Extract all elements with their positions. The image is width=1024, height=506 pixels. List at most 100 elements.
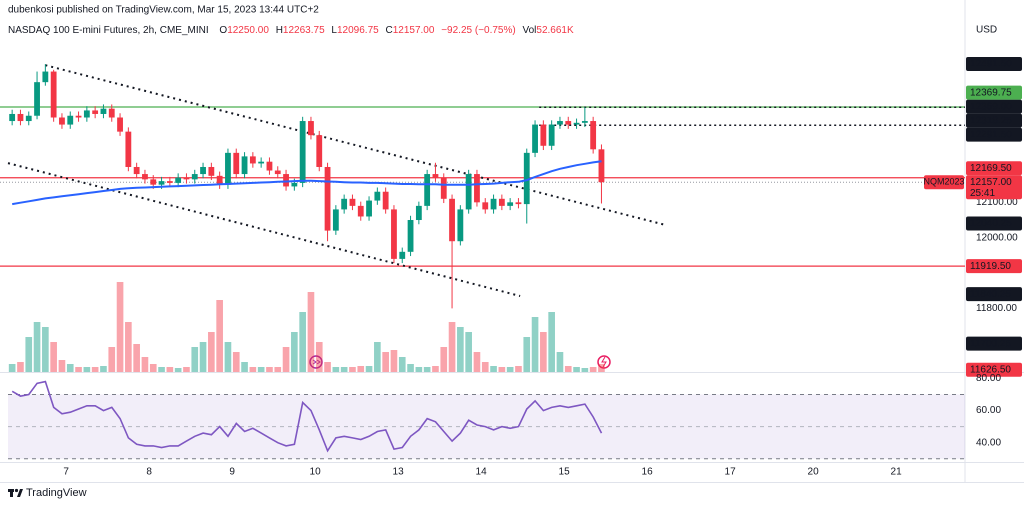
candle-body	[440, 177, 447, 199]
price-label-box	[966, 85, 1022, 100]
price-label: 11840.25	[970, 289, 1011, 300]
ohlc-value: 12263.75	[283, 25, 325, 36]
volume-bar	[307, 292, 315, 372]
volume-bar	[166, 367, 174, 372]
volume-bar	[91, 367, 99, 372]
volume-bar	[548, 312, 555, 372]
moving-average	[12, 160, 602, 206]
candle-body	[407, 220, 414, 252]
candle-body	[332, 209, 339, 231]
candle-body	[308, 121, 314, 136]
ohlc-key: L	[331, 25, 337, 36]
volume-bar	[183, 367, 190, 372]
published-line: dubenkosi published on TradingView.com, …	[8, 5, 319, 16]
volume-bar	[432, 366, 439, 372]
price-label-box	[966, 259, 1022, 274]
volume-bar	[365, 366, 373, 372]
countdown: 25:41	[970, 188, 995, 199]
volume-bar	[531, 317, 539, 372]
price-label: 12491.50	[970, 59, 1012, 70]
y-tick-label: 60.00	[976, 405, 1001, 416]
volume-bar	[415, 367, 423, 372]
ohlc-value: 12096.75	[337, 25, 379, 36]
x-tick-label: 14	[476, 467, 488, 478]
main-pane	[0, 64, 965, 309]
candle-body	[241, 156, 248, 175]
x-tick-label: 17	[725, 467, 737, 478]
price-label: 12369.00	[970, 101, 1012, 112]
candle-body	[490, 198, 497, 210]
candle-body	[449, 198, 455, 242]
volume-bar	[232, 352, 240, 372]
volume-bar	[490, 366, 497, 372]
price-label-box	[966, 287, 1022, 302]
candle-body	[59, 117, 65, 125]
legend: NASDAQ 100 E-mini Futures, 2h, CME_MINI …	[8, 25, 574, 36]
volume-key: Vol	[523, 25, 537, 36]
volume-bar	[598, 363, 605, 372]
price-label-box	[966, 175, 1022, 200]
volume-bar	[573, 367, 580, 372]
candle-body	[357, 205, 364, 217]
volume-bar	[315, 342, 323, 372]
candle-body	[590, 121, 597, 150]
volume-bar	[498, 367, 506, 372]
candle-body	[283, 174, 289, 187]
candle-body	[34, 82, 40, 116]
volume-bar	[141, 357, 149, 372]
volume-bar	[249, 367, 257, 372]
candle-body	[382, 191, 389, 210]
price-label-box	[966, 161, 1022, 176]
candle-body	[100, 108, 107, 114]
candle-body	[507, 202, 514, 206]
candle-body	[498, 198, 505, 206]
volume-bar	[208, 332, 215, 372]
candle-body	[17, 113, 24, 122]
candle-body	[125, 131, 132, 167]
logo-part	[17, 489, 23, 497]
currency: USD	[976, 25, 997, 36]
volume-bar	[448, 322, 456, 372]
x-tick-label: 15	[559, 467, 571, 478]
volume-bar	[282, 347, 290, 372]
volume-bar	[66, 364, 74, 372]
volume-bar	[382, 352, 389, 372]
price-label-box	[966, 127, 1022, 142]
volume-bar	[540, 332, 547, 372]
candle-body	[200, 166, 206, 175]
footer-brand: TradingView	[26, 487, 87, 499]
volume-bar	[581, 368, 589, 372]
logo-part	[14, 488, 19, 493]
price-label: 11919.50	[970, 261, 1011, 272]
volume-bar	[473, 352, 481, 372]
candle-body	[266, 161, 273, 171]
trendline	[7, 162, 521, 297]
volume-bar	[374, 342, 381, 372]
x-tick-label: 16	[642, 467, 654, 478]
volume-bar	[423, 367, 431, 372]
candle-body	[183, 177, 190, 180]
x-tick-label: 21	[891, 467, 903, 478]
logo	[8, 488, 23, 497]
candle-body	[175, 177, 182, 183]
candle-body	[133, 166, 140, 175]
volume-bar	[515, 366, 522, 372]
volume-bar	[149, 364, 157, 372]
volume-bar	[133, 344, 140, 372]
volume-bar	[17, 362, 24, 372]
volume-bar	[25, 337, 33, 372]
icon-glyph	[601, 356, 607, 368]
candle-body	[299, 121, 306, 183]
price-label-box	[966, 56, 1022, 71]
candle-body	[9, 113, 16, 122]
volume-bar	[158, 367, 165, 372]
candle-body	[324, 166, 331, 231]
volume-bar	[332, 367, 340, 372]
candle-body	[166, 181, 173, 183]
candle-body	[249, 156, 256, 164]
candle-body	[225, 152, 231, 185]
candle-body	[432, 174, 439, 178]
candle-body	[532, 124, 538, 153]
volume-bar	[216, 300, 223, 372]
